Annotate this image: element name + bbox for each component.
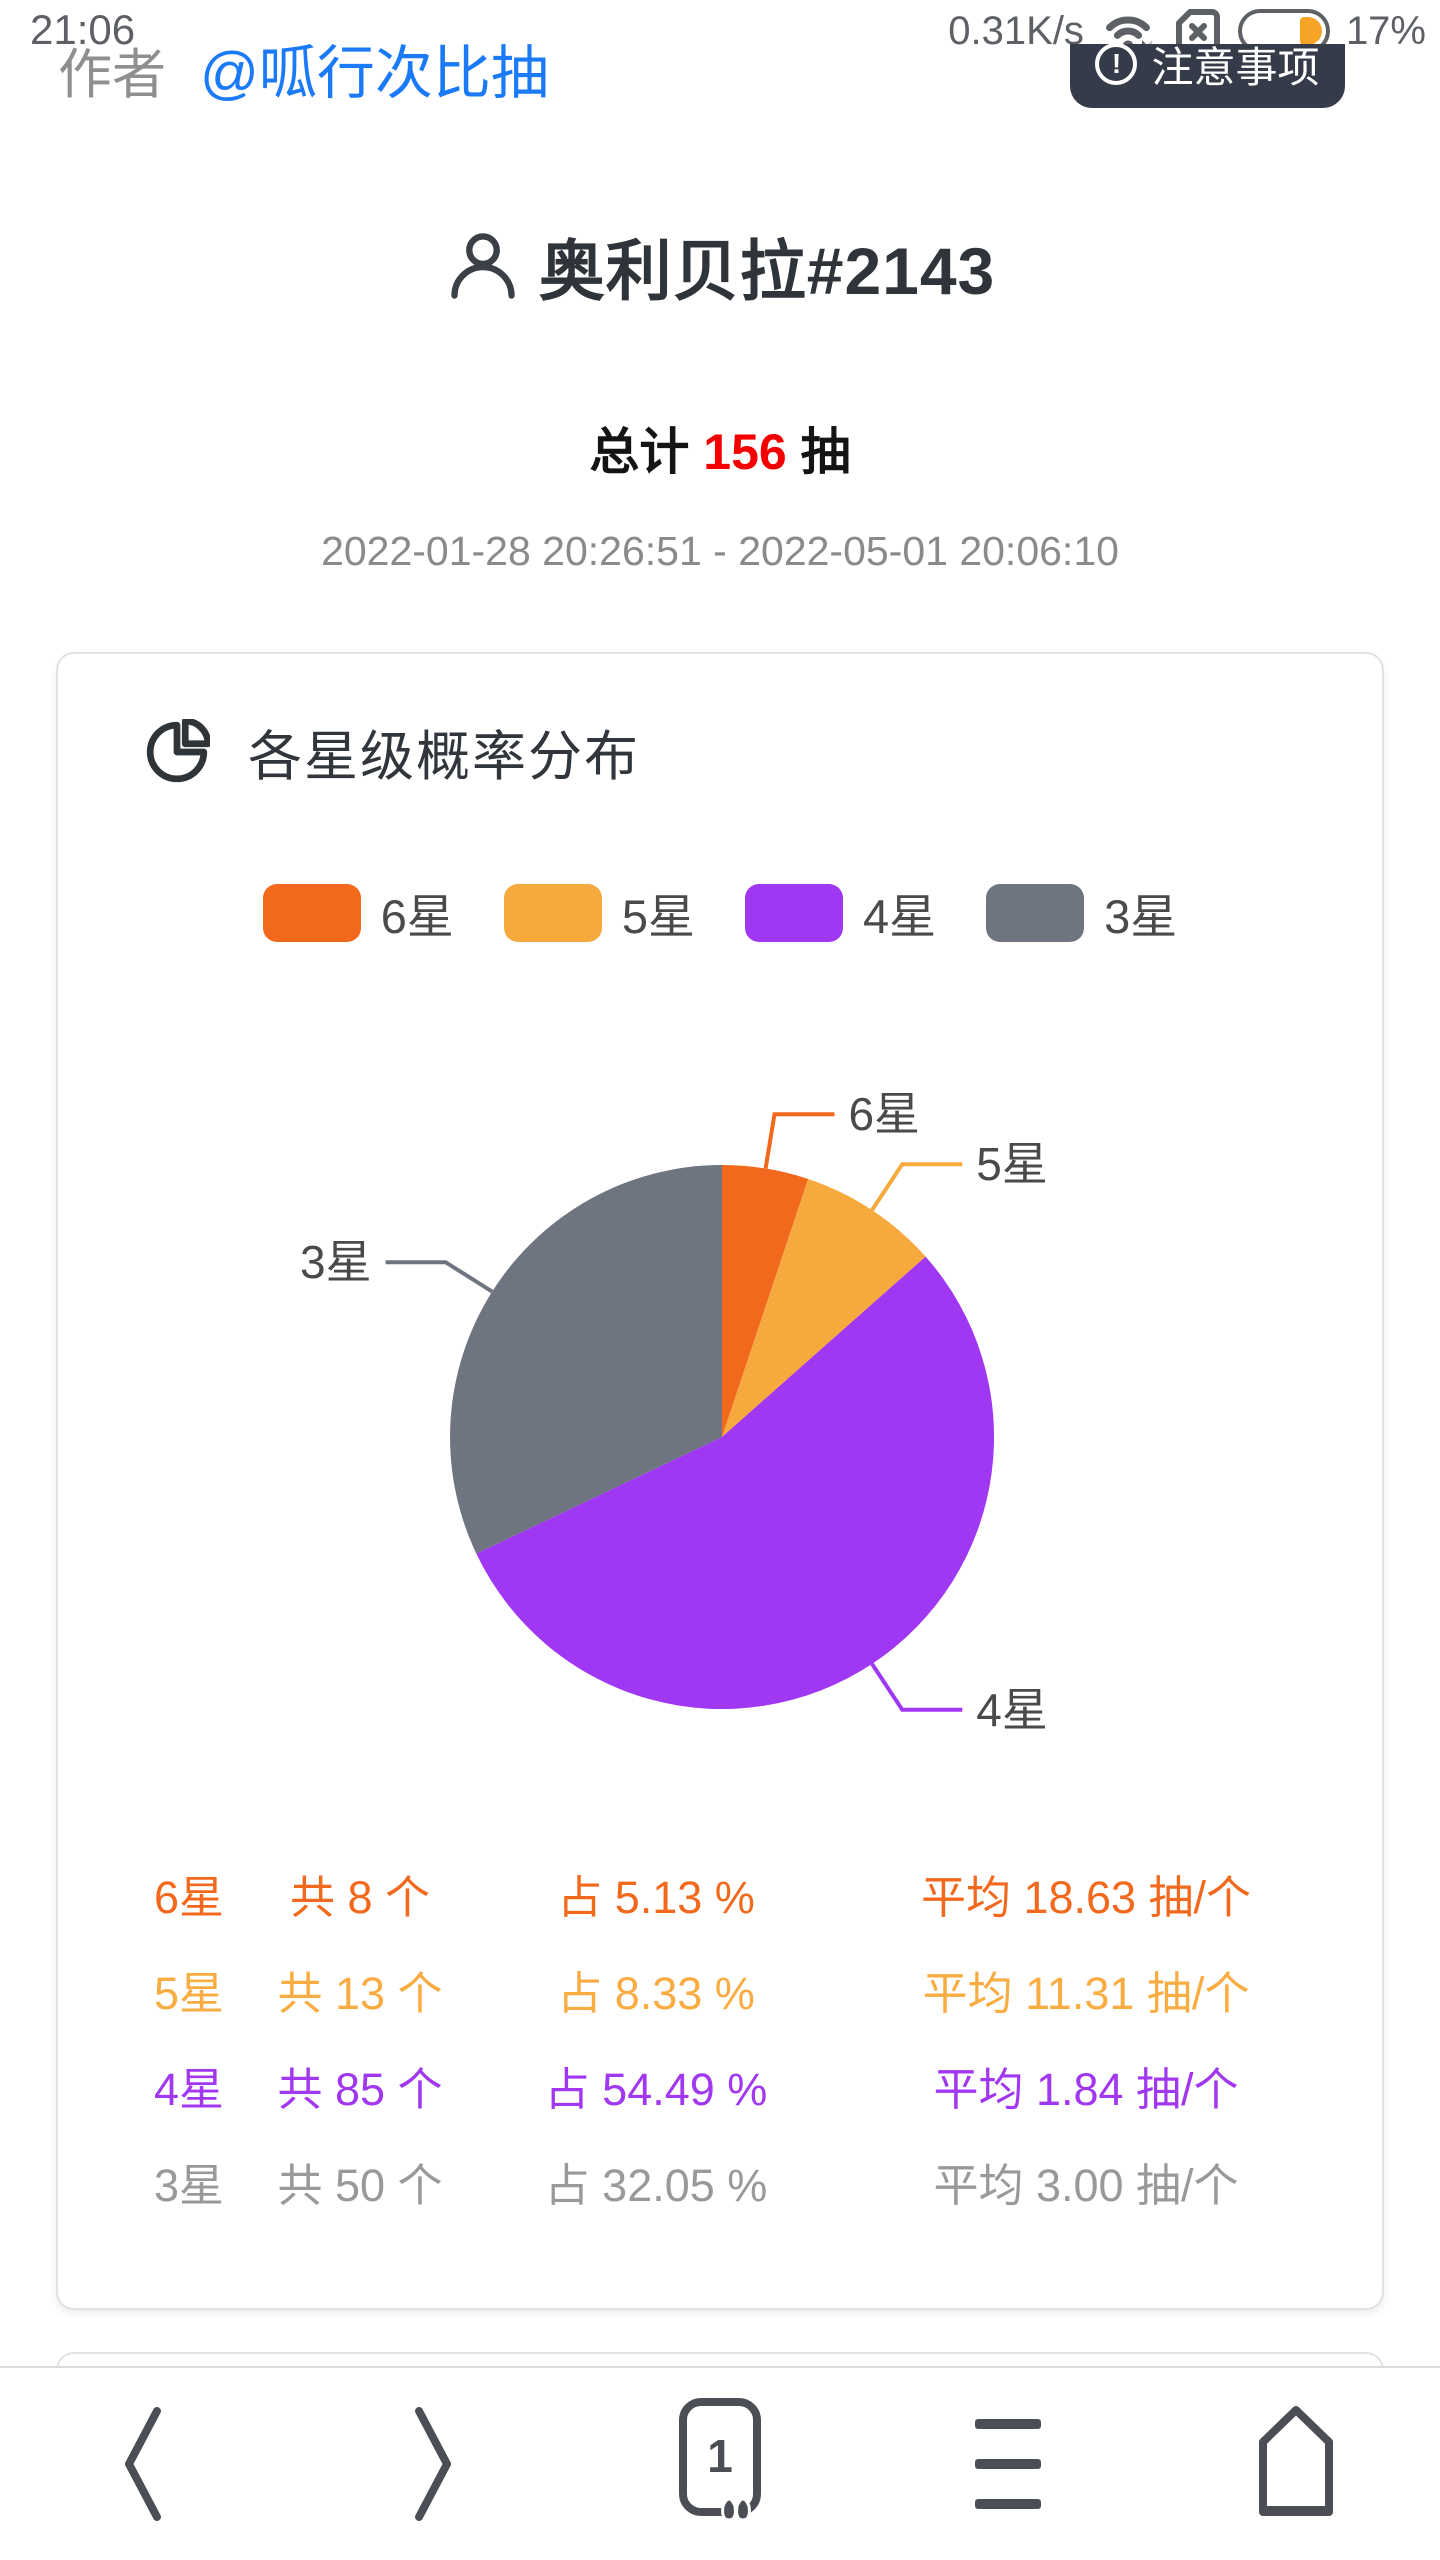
notice-button[interactable]: ! 注意事项 xyxy=(1070,44,1345,108)
network-speed: 0.31K/s xyxy=(948,8,1084,53)
stat-count: 共 50 个 xyxy=(277,2160,443,2211)
stat-pct: 占 8.33 % xyxy=(557,1968,755,2019)
probability-card: 各星级概率分布 6星 5星 4星 3星 6星 5星 4星 3星 6星共 8 个占 5.13 … xyxy=(56,652,1384,2310)
total-prefix: 总计 xyxy=(589,424,704,480)
pie-label-3星: 3星 xyxy=(300,1236,372,1288)
stat-label: 3星 xyxy=(153,2160,225,2211)
stat-pct: 占 32.05 % xyxy=(544,2160,768,2211)
date-range: 2022-01-28 20:26:51 - 2022-05-01 20:06:1… xyxy=(321,528,1119,574)
forward-button[interactable] xyxy=(288,2399,576,2529)
back-icon xyxy=(125,2407,161,2521)
tabs-button[interactable]: 1 xyxy=(576,2394,864,2534)
tab-count-icon: 1 xyxy=(679,2398,761,2522)
legend-label: 6星 xyxy=(380,890,454,943)
stat-pct: 占 5.13 % xyxy=(557,1872,755,1923)
browser-toolbar: 1 xyxy=(0,2366,1440,2560)
clock: 21:06 xyxy=(30,6,136,53)
author-link[interactable]: @呱行次比抽 xyxy=(200,44,549,106)
paw-icon xyxy=(721,2497,737,2522)
legend-swatch xyxy=(503,883,602,942)
pie-label-line-4星 xyxy=(870,1662,963,1712)
stat-count: 共 85 个 xyxy=(277,2064,443,2115)
pie-slice-4星[interactable] xyxy=(476,1256,995,1710)
doll-title-row: 奥利贝拉#2143 xyxy=(0,218,1440,314)
battery-percent: 17% xyxy=(1345,8,1426,53)
author-label: 作者 xyxy=(58,45,166,105)
legend-swatch xyxy=(986,883,1085,942)
pie-slice-5星[interactable] xyxy=(722,1179,926,1437)
card-header: 各星级概率分布 xyxy=(144,712,640,791)
stat-label: 5星 xyxy=(153,1968,225,2019)
stat-avg: 平均 1.84 抽/个 xyxy=(933,2064,1239,2115)
stat-avg: 平均 11.31 抽/个 xyxy=(922,1968,1250,2019)
menu-button[interactable] xyxy=(864,2409,1152,2519)
stat-row-5星: 5星 共 13 个 占 8.33 % 平均 11.31 抽/个 xyxy=(104,1946,1342,2042)
forward-icon xyxy=(415,2407,451,2521)
stat-count: 共 13 个 xyxy=(277,1968,443,2019)
legend-swatch xyxy=(745,883,843,942)
stat-avg: 平均 3.00 抽/个 xyxy=(933,2160,1239,2211)
exclamation-circle-icon: ! xyxy=(1095,44,1138,85)
paw-icon xyxy=(735,2497,751,2522)
legend-swatch xyxy=(262,883,361,942)
star-stats-table: 6星 共 8 个 占 5.13 % 平均 18.63 抽/个 5星 共 13 个 占 8.3… xyxy=(104,1850,1342,2234)
notice-button-label: 注意事项 xyxy=(1151,44,1320,91)
pie-slice-3星[interactable] xyxy=(450,1165,722,1554)
stat-label: 6星 xyxy=(153,1872,225,1923)
person-icon xyxy=(451,233,515,299)
total-suffix: 抽 xyxy=(786,424,851,480)
pie-slice-6星[interactable] xyxy=(722,1165,809,1437)
legend-label: 5星 xyxy=(621,890,695,943)
pie-label-line-6星 xyxy=(763,1112,835,1169)
home-icon xyxy=(1259,2406,1333,2516)
total-count: 156 xyxy=(703,424,787,480)
page-header: 作者 @呱行次比抽 ! 注意事项 xyxy=(0,44,1440,128)
home-button[interactable] xyxy=(1152,2404,1440,2524)
wifi-icon xyxy=(1106,16,1152,52)
total-draws: 总计 156 抽 xyxy=(0,412,1440,484)
stat-row-6星: 6星 共 8 个 占 5.13 % 平均 18.63 抽/个 xyxy=(104,1850,1342,1946)
pie-legend: 6星 5星 4星 3星 xyxy=(58,878,1382,947)
stat-row-3星: 3星 共 50 个 占 32.05 % 平均 3.00 抽/个 xyxy=(104,2138,1342,2234)
tab-count-number: 1 xyxy=(707,2430,733,2482)
pie-label-6星: 6星 xyxy=(848,1088,920,1140)
pie-label-line-5星 xyxy=(870,1162,963,1212)
pie-label-5星: 5星 xyxy=(976,1138,1048,1190)
legend-label: 3星 xyxy=(1104,890,1178,943)
stat-label: 4星 xyxy=(153,2064,225,2115)
back-button[interactable] xyxy=(0,2399,288,2529)
stat-pct: 占 54.49 % xyxy=(544,2064,768,2115)
stat-avg: 平均 18.63 抽/个 xyxy=(920,1872,1252,1923)
pie-chart: 6星 5星 4星 3星 xyxy=(300,1088,1048,1736)
hamburger-menu-icon xyxy=(975,2419,1041,2509)
legend-item-3星[interactable]: 3星 xyxy=(986,878,1177,947)
stat-count: 共 8 个 xyxy=(289,1872,431,1923)
pie-chart-icon xyxy=(146,718,210,782)
stat-row-4星: 4星 共 85 个 占 54.49 % 平均 1.84 抽/个 xyxy=(104,2042,1342,2138)
pie-label-line-3星 xyxy=(385,1260,494,1294)
card-title: 各星级概率分布 xyxy=(248,727,640,787)
legend-item-4星[interactable]: 4星 xyxy=(745,878,936,947)
legend-item-5星[interactable]: 5星 xyxy=(503,878,695,947)
page-title: 奥利贝拉#2143 xyxy=(538,234,996,308)
legend-label: 4星 xyxy=(863,890,937,943)
legend-item-6星[interactable]: 6星 xyxy=(262,878,454,947)
pie-label-4星: 4星 xyxy=(976,1684,1048,1736)
